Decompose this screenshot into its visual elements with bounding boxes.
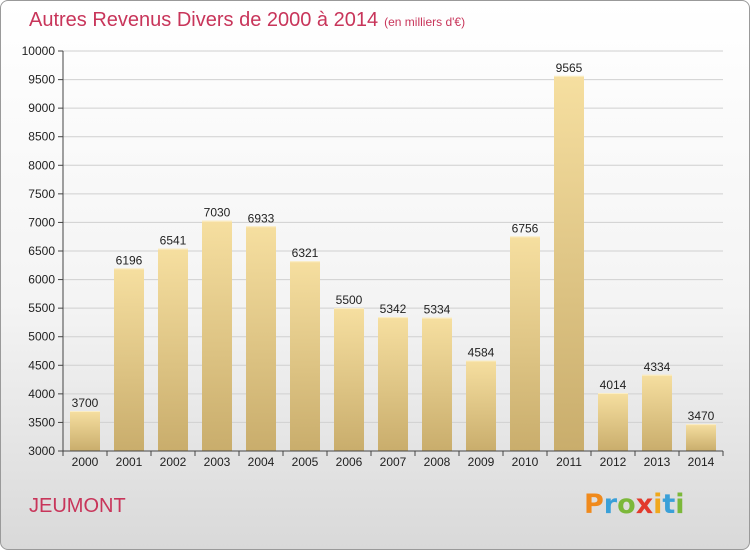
x-tick-label: 2011 [556, 455, 582, 469]
bar-2002 [158, 248, 188, 451]
bar-2014 [686, 424, 716, 451]
proxiti-logo: Proxiti [584, 489, 685, 520]
bar-value-label: 6756 [512, 221, 539, 235]
bar-2007 [378, 317, 408, 451]
bar-value-label: 4334 [644, 360, 671, 374]
x-tick-label: 2002 [160, 455, 187, 469]
y-tick-label: 9500 [28, 73, 55, 87]
bar-2004 [246, 226, 276, 451]
x-tick-label: 2010 [512, 455, 539, 469]
chart-title-block: Autres Revenus Divers de 2000 à 2014 (en … [29, 9, 465, 32]
x-tick-label: 2000 [72, 455, 99, 469]
y-tick-label: 9000 [28, 101, 55, 115]
bar-value-label: 4014 [600, 378, 627, 392]
y-tick-label: 10000 [22, 44, 56, 58]
bar-value-label: 3470 [688, 409, 715, 423]
bar-value-label: 5500 [336, 293, 363, 307]
bar-2012 [598, 393, 628, 451]
y-tick-label: 6500 [28, 244, 55, 258]
bar-value-label: 3700 [72, 396, 99, 410]
logo-letter: P [584, 489, 604, 520]
bar-2011 [554, 75, 584, 451]
bar-value-label: 6933 [248, 211, 275, 225]
x-tick-label: 2004 [248, 455, 275, 469]
chart-subtitle: (en milliers d'€) [384, 15, 466, 29]
x-tick-label: 2013 [644, 455, 671, 469]
y-tick-label: 6000 [28, 273, 55, 287]
bar-value-label: 5342 [380, 302, 407, 316]
bar-2009 [466, 360, 496, 451]
labels: 3700 2000 6196 2001 6541 2002 7030 2003 6933 2004… [72, 61, 715, 469]
logo-letter: i [653, 489, 663, 520]
axes: 3000 3500 4000 4500 5000 5500 6000 6500 7000 7500… [22, 44, 724, 458]
x-tick-label: 2005 [292, 455, 319, 469]
bars [70, 75, 716, 451]
x-tick-label: 2007 [380, 455, 407, 469]
y-tick-label: 3500 [28, 415, 55, 429]
bar-2005 [290, 261, 320, 451]
logo-letter: o [617, 489, 636, 520]
logo-letter: i [675, 489, 685, 520]
bar-2000 [70, 411, 100, 451]
x-tick-label: 2001 [116, 455, 143, 469]
y-tick-label: 8500 [28, 130, 55, 144]
bar-2001 [114, 268, 144, 451]
bar-value-label: 6196 [116, 253, 143, 267]
y-tick-label: 5000 [28, 330, 55, 344]
y-tick-label: 5500 [28, 301, 55, 315]
y-tick-label: 7000 [28, 215, 55, 229]
y-tick-label: 7500 [28, 187, 55, 201]
bar-2010 [510, 236, 540, 451]
bar-value-label: 6321 [292, 246, 319, 260]
logo-letter: t [662, 489, 676, 520]
y-tick-label: 8000 [28, 158, 55, 172]
x-tick-label: 2014 [688, 455, 715, 469]
chart-title: Autres Revenus Divers de 2000 à 2014 [29, 9, 379, 31]
bar-value-label: 7030 [204, 206, 231, 220]
bar-value-label: 6541 [160, 234, 187, 248]
y-tick-label: 4500 [28, 358, 55, 372]
y-tick-label: 3000 [28, 444, 55, 458]
bar-2008 [422, 317, 452, 451]
x-tick-label: 2009 [468, 455, 495, 469]
x-tick-label: 2006 [336, 455, 363, 469]
bar-2006 [334, 308, 364, 451]
x-tick-label: 2008 [424, 455, 451, 469]
bar-value-label: 9565 [556, 61, 583, 75]
bar-value-label: 5334 [424, 303, 451, 317]
logo-letter: r [603, 489, 618, 520]
x-tick-label: 2003 [204, 455, 231, 469]
bar-value-label: 4584 [468, 345, 495, 359]
logo-letter: x [635, 489, 654, 520]
city-name: JEUMONT [29, 495, 126, 517]
y-tick-label: 4000 [28, 387, 55, 401]
bar-2013 [642, 374, 672, 451]
x-tick-label: 2012 [600, 455, 627, 469]
bar-2003 [202, 220, 232, 451]
